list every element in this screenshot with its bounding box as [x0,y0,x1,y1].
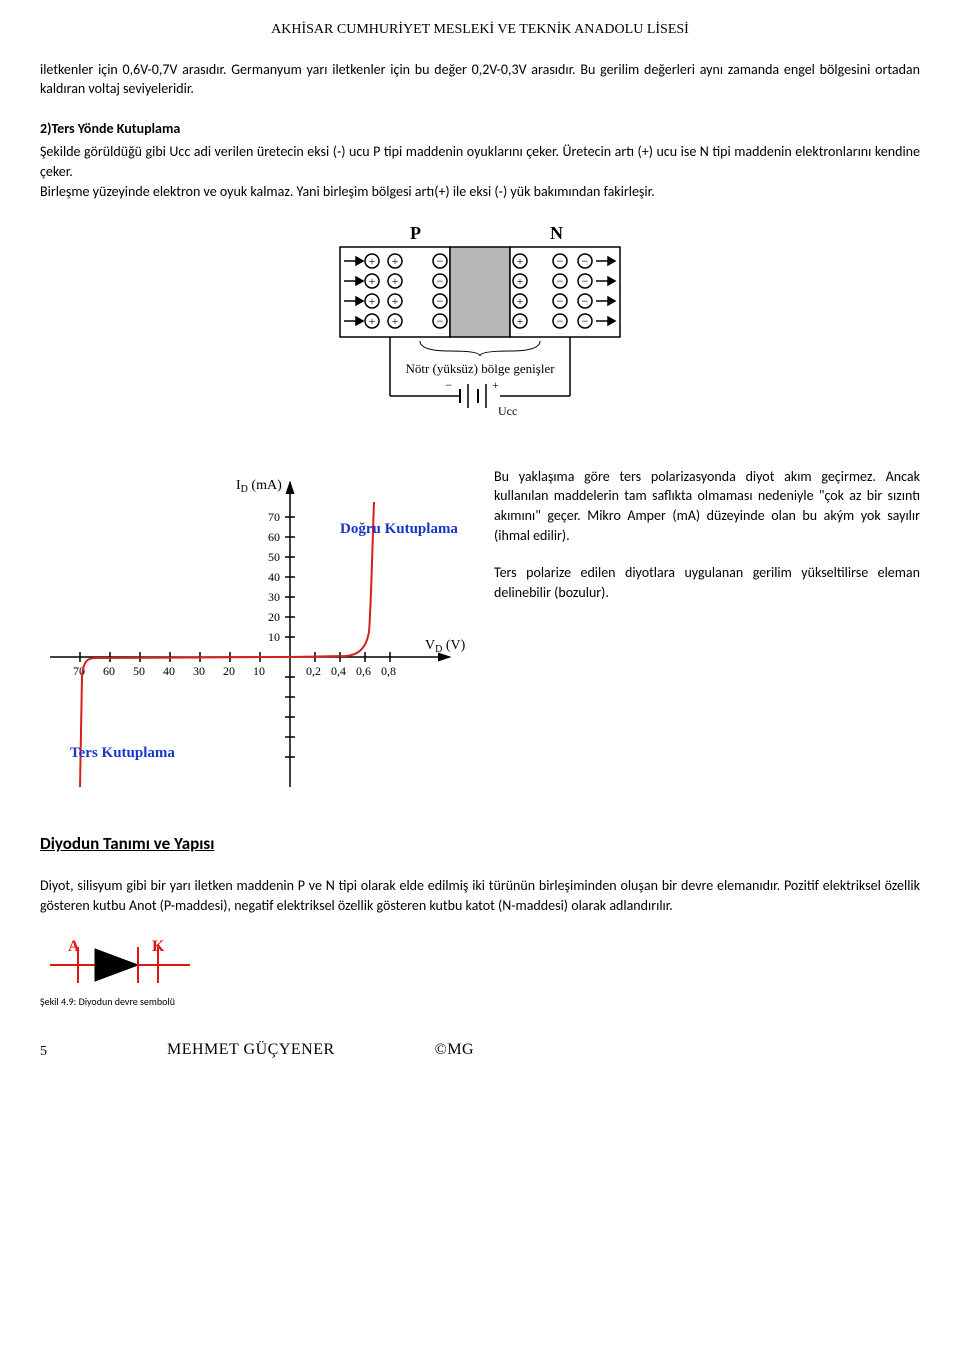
svg-text:+: + [517,314,524,328]
svg-text:−: − [557,294,564,308]
svg-text:+: + [369,314,376,328]
svg-text:−: − [445,378,452,392]
section2-p1: Şekilde görüldüğü gibi Ucc adi verilen ü… [40,142,920,181]
footer-author: MEHMET GÜÇYENER [167,1039,335,1061]
svg-text:20: 20 [268,610,280,624]
svg-text:VD (V): VD (V) [425,638,466,655]
pn-label-p: P [410,223,421,243]
svg-text:−: − [557,314,564,328]
y-ticks: 10 20 30 40 50 60 70 [268,510,295,644]
svg-text:−: − [437,294,444,308]
svg-text:+: + [492,378,499,392]
pn-diagram-figure: P N + + + + + + + + [40,221,920,437]
svg-text:+: + [369,254,376,268]
reverse-label: Ters Kutuplama [70,745,175,761]
pn-label-n: N [550,223,563,243]
intro-paragraph: iletkenler için 0,6V-0,7V arasıdır. Germ… [40,60,920,99]
svg-text:+: + [392,294,399,308]
svg-text:−: − [582,314,589,328]
svg-text:+: + [517,294,524,308]
diode-symbol-svg: A K [40,935,200,985]
section2-p2: Birleşme yüzeyinde elektron ve oyuk kalm… [40,182,920,202]
svg-text:20: 20 [223,664,235,678]
diode-symbol-figure: A K [40,935,920,991]
svg-text:+: + [369,274,376,288]
svg-text:70: 70 [268,510,280,524]
svg-text:−: − [557,274,564,288]
page-number: 5 [40,1042,47,1062]
page-footer: 5 MEHMET GÜÇYENER ©MG [40,1039,920,1061]
definition-paragraph: Diyot, silisyum gibi bir yarı iletken ma… [40,876,920,915]
svg-text:10: 10 [268,630,280,644]
svg-text:30: 30 [268,590,280,604]
section2-title: 2)Ters Yönde Kutuplama [40,119,920,139]
diode-symbol-caption: Şekil 4.9: Diyodun devre sembolü [40,995,920,1009]
x-ticks-neg: 10 20 30 40 50 60 70 [73,652,265,678]
svg-text:−: − [557,254,564,268]
svg-text:ID (mA): ID (mA) [236,478,282,495]
svg-text:0,4: 0,4 [331,664,346,678]
svg-text:50: 50 [268,550,280,564]
svg-text:60: 60 [103,664,115,678]
svg-text:60: 60 [268,530,280,544]
svg-text:+: + [392,314,399,328]
svg-text:−: − [582,294,589,308]
svg-text:+: + [517,274,524,288]
svg-text:10: 10 [253,664,265,678]
svg-text:+: + [392,274,399,288]
svg-text:+: + [517,254,524,268]
right-col-p2: Ters polarize edilen diyotlara uygulanan… [494,563,920,602]
iv-chart-figure: ID (mA) VD (V) 10 20 30 40 50 60 70 [40,467,470,803]
svg-text:50: 50 [133,664,145,678]
svg-text:−: − [582,274,589,288]
svg-text:−: − [437,314,444,328]
svg-text:30: 30 [193,664,205,678]
svg-text:+: + [392,254,399,268]
footer-copyright: ©MG [435,1039,474,1061]
iv-chart-svg: ID (mA) VD (V) 10 20 30 40 50 60 70 [40,467,470,797]
svg-text:+: + [369,294,376,308]
svg-text:−: − [437,274,444,288]
svg-text:40: 40 [163,664,175,678]
ucc-label: Ucc [498,404,517,418]
svg-text:−: − [437,254,444,268]
heading-definition: Diyodun Tanımı ve Yapısı [40,832,920,856]
svg-text:0,2: 0,2 [306,664,321,678]
forward-label: Doğru Kutuplama [340,521,458,537]
right-col-p1: Bu yaklaşıma göre ters polarizasyonda di… [494,467,920,545]
pn-diagram-svg: P N + + + + + + + + [300,221,660,431]
svg-text:0,8: 0,8 [381,664,396,678]
svg-text:0,6: 0,6 [356,664,371,678]
svg-text:−: − [582,254,589,268]
page-header: AKHİSAR CUMHURİYET MESLEKİ VE TEKNİK ANA… [40,20,920,40]
svg-text:40: 40 [268,570,280,584]
pn-caption: Nötr (yüksüz) bölge genişler [405,361,555,376]
